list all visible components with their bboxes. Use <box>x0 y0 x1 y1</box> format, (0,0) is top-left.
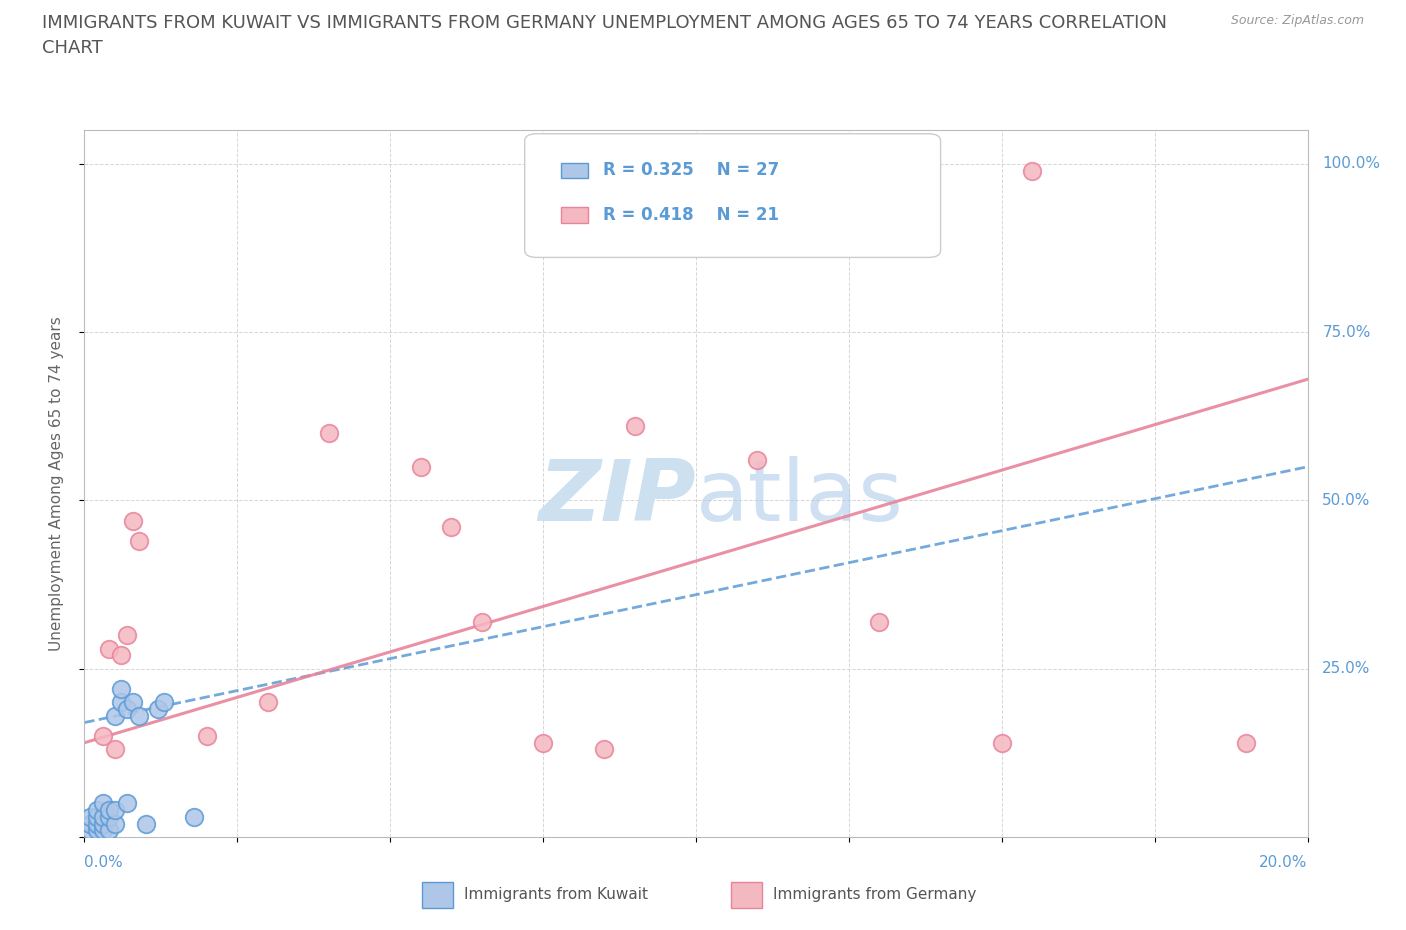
Point <box>624 418 647 433</box>
Point <box>104 803 127 817</box>
Text: CHART: CHART <box>42 39 103 57</box>
Point <box>1021 163 1043 178</box>
Point <box>257 695 280 710</box>
Point <box>471 614 494 629</box>
Text: 50.0%: 50.0% <box>1322 493 1371 508</box>
Point <box>91 809 114 824</box>
Text: IMMIGRANTS FROM KUWAIT VS IMMIGRANTS FROM GERMANY UNEMPLOYMENT AMONG AGES 65 TO : IMMIGRANTS FROM KUWAIT VS IMMIGRANTS FRO… <box>42 14 1167 32</box>
Bar <box>561 207 588 223</box>
Point <box>747 453 769 468</box>
Point <box>86 823 108 838</box>
Point <box>91 728 114 743</box>
Point <box>115 628 138 643</box>
Point <box>86 803 108 817</box>
Point <box>97 823 120 838</box>
Point <box>183 809 205 824</box>
Point <box>593 742 616 757</box>
Point <box>79 817 101 831</box>
Point <box>104 742 127 757</box>
Point <box>869 614 891 629</box>
Point <box>91 796 114 811</box>
Text: Immigrants from Germany: Immigrants from Germany <box>773 887 977 902</box>
Text: ZIP: ZIP <box>538 457 696 539</box>
Point <box>115 701 138 716</box>
Point <box>122 513 145 528</box>
Point <box>440 520 463 535</box>
Point <box>91 823 114 838</box>
Point <box>991 736 1014 751</box>
Point <box>128 709 150 724</box>
Text: Immigrants from Kuwait: Immigrants from Kuwait <box>464 887 648 902</box>
Point <box>97 641 120 656</box>
Text: 20.0%: 20.0% <box>1260 855 1308 870</box>
Point <box>153 695 176 710</box>
Point <box>110 648 132 663</box>
Point <box>115 796 138 811</box>
Text: 0.0%: 0.0% <box>84 855 124 870</box>
Point <box>135 817 157 831</box>
Point <box>146 701 169 716</box>
Text: 75.0%: 75.0% <box>1322 325 1371 339</box>
Point <box>97 809 120 824</box>
Text: R = 0.418    N = 21: R = 0.418 N = 21 <box>603 206 779 224</box>
Point <box>531 736 554 751</box>
Point <box>409 459 432 474</box>
Text: 100.0%: 100.0% <box>1322 156 1381 171</box>
Point <box>91 817 114 831</box>
Point <box>128 534 150 549</box>
Point <box>195 728 218 743</box>
Point <box>104 817 127 831</box>
Point <box>110 682 132 697</box>
Point <box>97 803 120 817</box>
Point <box>1234 736 1257 751</box>
Point <box>318 426 340 441</box>
Text: 25.0%: 25.0% <box>1322 661 1371 676</box>
Point <box>86 817 108 831</box>
Bar <box>561 163 588 179</box>
Point <box>104 709 127 724</box>
Text: atlas: atlas <box>696 457 904 539</box>
Point <box>86 809 108 824</box>
FancyBboxPatch shape <box>524 134 941 258</box>
Point <box>79 809 101 824</box>
Point <box>122 695 145 710</box>
Text: Source: ZipAtlas.com: Source: ZipAtlas.com <box>1230 14 1364 27</box>
Text: R = 0.325    N = 27: R = 0.325 N = 27 <box>603 162 779 179</box>
Y-axis label: Unemployment Among Ages 65 to 74 years: Unemployment Among Ages 65 to 74 years <box>49 316 63 651</box>
Point <box>110 695 132 710</box>
Point <box>79 823 101 838</box>
